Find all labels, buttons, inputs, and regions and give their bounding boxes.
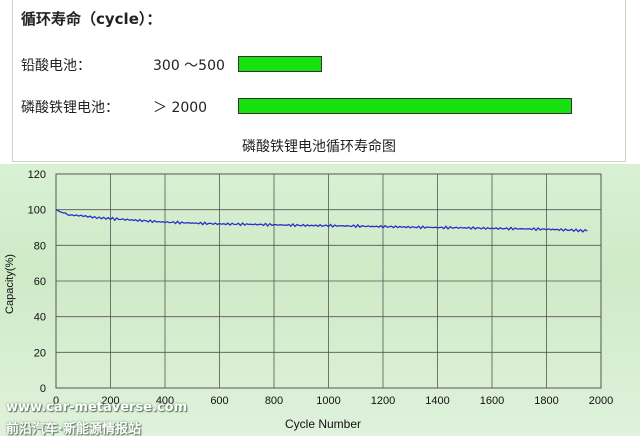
x-tick-label: 1000 [316,395,340,407]
y-tick-label: 60 [34,276,46,288]
lfp-label: 磷酸铁锂电池： [21,100,119,116]
x-tick-label: 1400 [425,395,449,407]
y-tick-label: 0 [40,383,46,395]
x-tick-label: 200 [101,395,119,407]
y-tick-label: 100 [28,205,46,217]
plot-frame [55,173,602,389]
y-tick-label: 120 [28,169,46,181]
x-tick-label: 800 [265,395,283,407]
chart-svg: 0 200 400 600 800 1000 1200 1400 1600 1800 2000 0 20… [4,169,614,431]
lead-acid-label: 铅酸电池： [21,58,91,74]
y-tick-label: 40 [34,312,46,324]
x-tick-label: 2000 [589,395,613,407]
x-tick-label: 600 [210,395,228,407]
y-axis-title: Capacity(%) [4,254,16,314]
watermark-text: 前沿汽车·新能源情报站 [6,422,141,437]
chart-grid [55,173,602,389]
x-axis-title: Cycle Number [285,417,361,431]
chart-series [55,209,588,233]
x-tick-label: 1800 [534,395,558,407]
panel-heading: 循环寿命（cycle）： [21,10,162,28]
lead-acid-range: 300 ～500 [153,58,225,74]
lead-acid-bar [238,56,322,72]
y-tick-label: 80 [34,240,46,252]
comparison-panel: 循环寿命（cycle）： 铅酸电池： 300 ～500 磷酸铁锂电池： ＞ 20… [12,0,626,162]
x-tick-label: 1600 [480,395,504,407]
x-tick-label: 1200 [371,395,395,407]
x-tick-label: 0 [53,395,59,407]
chart-axes: 0 200 400 600 800 1000 1200 1400 1600 1800 2000 0 20… [28,169,614,407]
lfp-bar [238,98,572,114]
watermark-url: www.car-metaverse.com [6,400,188,415]
panel-caption: 磷酸铁锂电池循环寿命图 [242,139,396,155]
capacity-series-line [55,209,588,233]
x-tick-label: 400 [156,395,174,407]
lfp-range: ＞ 2000 [153,100,208,116]
cycle-life-chart: 0 200 400 600 800 1000 1200 1400 1600 1800 2000 0 20… [0,164,640,436]
y-tick-label: 20 [34,347,46,359]
